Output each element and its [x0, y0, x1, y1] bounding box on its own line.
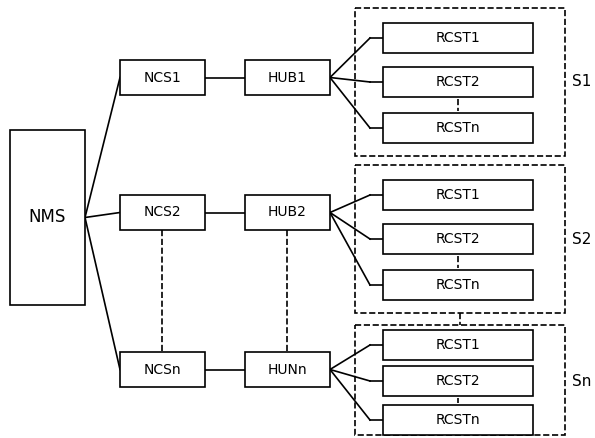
FancyBboxPatch shape	[383, 366, 533, 396]
FancyBboxPatch shape	[383, 224, 533, 254]
FancyBboxPatch shape	[383, 330, 533, 360]
FancyBboxPatch shape	[120, 195, 205, 230]
Text: HUB1: HUB1	[268, 71, 307, 85]
Text: NCSn: NCSn	[143, 363, 181, 377]
Text: S1: S1	[572, 74, 591, 89]
FancyBboxPatch shape	[355, 165, 565, 313]
FancyBboxPatch shape	[383, 23, 533, 53]
FancyBboxPatch shape	[120, 352, 205, 387]
Text: RCST1: RCST1	[436, 31, 480, 45]
FancyBboxPatch shape	[383, 180, 533, 210]
Text: NMS: NMS	[29, 208, 66, 226]
FancyBboxPatch shape	[383, 405, 533, 435]
Text: Sn: Sn	[572, 374, 591, 389]
Text: RCST2: RCST2	[436, 232, 480, 246]
Text: RCST2: RCST2	[436, 374, 480, 388]
Text: RCST1: RCST1	[436, 188, 480, 202]
FancyBboxPatch shape	[245, 352, 330, 387]
Text: RCSTn: RCSTn	[436, 278, 480, 292]
FancyBboxPatch shape	[245, 195, 330, 230]
FancyBboxPatch shape	[355, 325, 565, 435]
Text: RCSTn: RCSTn	[436, 121, 480, 135]
FancyBboxPatch shape	[383, 270, 533, 300]
FancyBboxPatch shape	[10, 130, 85, 305]
FancyBboxPatch shape	[383, 113, 533, 143]
Text: HUB2: HUB2	[268, 205, 307, 219]
Text: HUNn: HUNn	[268, 363, 307, 377]
FancyBboxPatch shape	[383, 67, 533, 97]
Text: RCSTn: RCSTn	[436, 413, 480, 427]
Text: NCS1: NCS1	[143, 71, 181, 85]
FancyBboxPatch shape	[120, 60, 205, 95]
Text: S2: S2	[572, 232, 591, 247]
FancyBboxPatch shape	[245, 60, 330, 95]
Text: NCS2: NCS2	[143, 205, 181, 219]
FancyBboxPatch shape	[355, 8, 565, 156]
Text: RCST2: RCST2	[436, 75, 480, 89]
Text: RCST1: RCST1	[436, 338, 480, 352]
